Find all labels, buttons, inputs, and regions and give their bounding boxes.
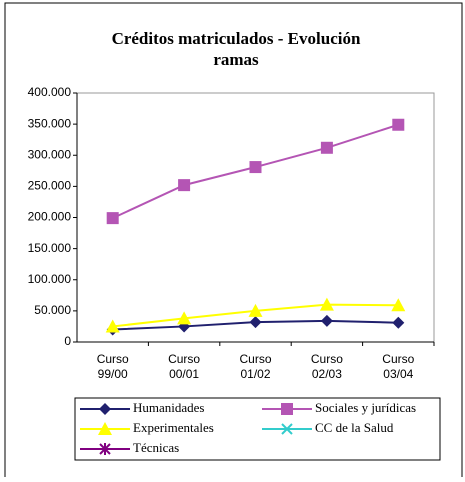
- y-tick-label: 250.000: [28, 179, 72, 193]
- legend-marker: [281, 403, 293, 415]
- y-tick-label: 50.000: [34, 303, 71, 317]
- legend-marker: [98, 422, 112, 435]
- legend-label: Técnicas: [133, 440, 179, 455]
- chart-title: Créditos matriculados - Evolución ramas: [112, 29, 361, 69]
- legend-marker: [99, 443, 111, 455]
- data-point: [320, 314, 333, 327]
- legend-label: Sociales y jurídicas: [315, 400, 416, 415]
- data-point: [319, 297, 334, 311]
- data-point: [105, 319, 120, 333]
- x-tick-label: Curso 99/00: [97, 352, 129, 381]
- y-tick-label: 400.000: [28, 85, 72, 99]
- y-tick-label: 300.000: [28, 147, 72, 161]
- legend-marker: [281, 423, 293, 435]
- y-tick-label: 0: [64, 334, 71, 348]
- legend-label: Experimentales: [133, 420, 214, 435]
- legend-label: CC de la Salud: [315, 420, 394, 435]
- y-tick-label: 150.000: [28, 241, 72, 255]
- data-point: [392, 316, 405, 329]
- chart-frame: [4, 2, 463, 477]
- legend-label: Humanidades: [133, 400, 204, 415]
- data-point: [177, 311, 192, 325]
- x-tick-label: Curso 00/01: [168, 352, 200, 381]
- y-tick-label: 350.000: [28, 116, 72, 130]
- data-point: [320, 141, 333, 154]
- y-tick-label: 200.000: [28, 210, 72, 224]
- x-tick-label: Curso 02/03: [311, 352, 343, 381]
- data-point: [392, 118, 405, 131]
- x-tick-label: Curso 03/04: [382, 352, 414, 381]
- data-point: [106, 212, 119, 225]
- data-point: [178, 179, 191, 192]
- data-point: [248, 303, 263, 317]
- y-tick-label: 100.000: [28, 272, 72, 286]
- data-point: [249, 161, 262, 174]
- plot-border: [77, 92, 435, 342]
- legend-box: [74, 397, 441, 461]
- data-point: [391, 298, 406, 312]
- x-tick-label: Curso 01/02: [239, 352, 271, 381]
- data-point: [249, 316, 262, 329]
- legend-marker: [99, 403, 111, 415]
